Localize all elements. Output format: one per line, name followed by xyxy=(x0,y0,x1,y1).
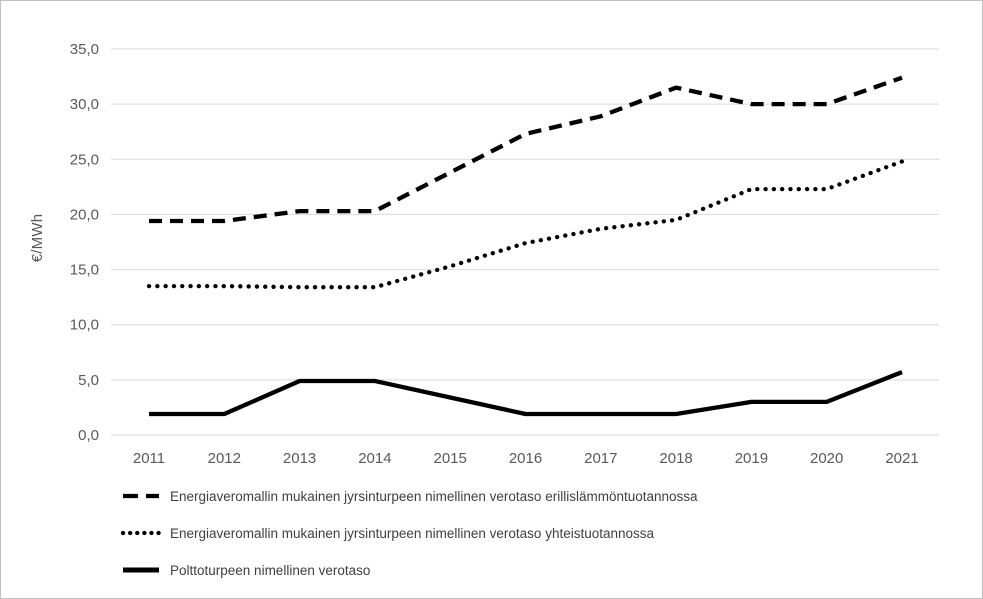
y-tick-label: 30,0 xyxy=(70,96,99,113)
legend-label: Polttoturpeen nimellinen verotaso xyxy=(170,562,371,578)
series-line-dotted xyxy=(146,159,905,290)
x-tick-label: 2020 xyxy=(810,450,843,467)
y-tick-label: 15,0 xyxy=(70,262,99,279)
legend-dashed-line-icon xyxy=(123,493,159,499)
chart-legend: Energiaveromallin mukainen jyrsinturpeen… xyxy=(120,487,698,598)
x-tick-label: 2011 xyxy=(133,450,165,467)
y-tick-label: 10,0 xyxy=(70,317,99,334)
x-tick-label: 2014 xyxy=(358,450,391,467)
y-axis-title: €/MWh xyxy=(29,213,46,263)
y-tick-label: 35,0 xyxy=(70,41,99,58)
x-tick-label: 2019 xyxy=(735,450,768,467)
x-tick-label: 2017 xyxy=(584,450,617,467)
legend-dotted-line-icon xyxy=(120,530,162,536)
x-tick-label: 2012 xyxy=(208,450,241,467)
x-tick-label: 2013 xyxy=(283,450,316,467)
y-tick-label: 0,0 xyxy=(78,427,99,444)
y-tick-label: 5,0 xyxy=(78,372,99,389)
x-tick-label: 2015 xyxy=(434,450,467,467)
x-tick-label: 2021 xyxy=(885,450,918,467)
series-line-dashed xyxy=(149,75,903,224)
series-line-solid xyxy=(149,370,903,417)
legend-label: Energiaveromallin mukainen jyrsinturpeen… xyxy=(170,488,698,504)
legend-label: Energiaveromallin mukainen jyrsinturpeen… xyxy=(170,525,655,541)
legend-item: Polttoturpeen nimellinen verotaso xyxy=(120,561,698,579)
legend-item: Energiaveromallin mukainen jyrsinturpeen… xyxy=(120,487,698,505)
legend-solid-line-icon xyxy=(123,567,159,573)
y-tick-label: 20,0 xyxy=(70,206,99,223)
x-tick-label: 2018 xyxy=(659,450,692,467)
line-chart: 0,0 5,0 10,0 15,0 20,0 25,0 30,0 35,0 2011 2012 20… xyxy=(70,41,939,467)
y-tick-label: 25,0 xyxy=(70,151,99,168)
legend-item: Energiaveromallin mukainen jyrsinturpeen… xyxy=(120,524,698,542)
x-tick-label: 2016 xyxy=(509,450,542,467)
